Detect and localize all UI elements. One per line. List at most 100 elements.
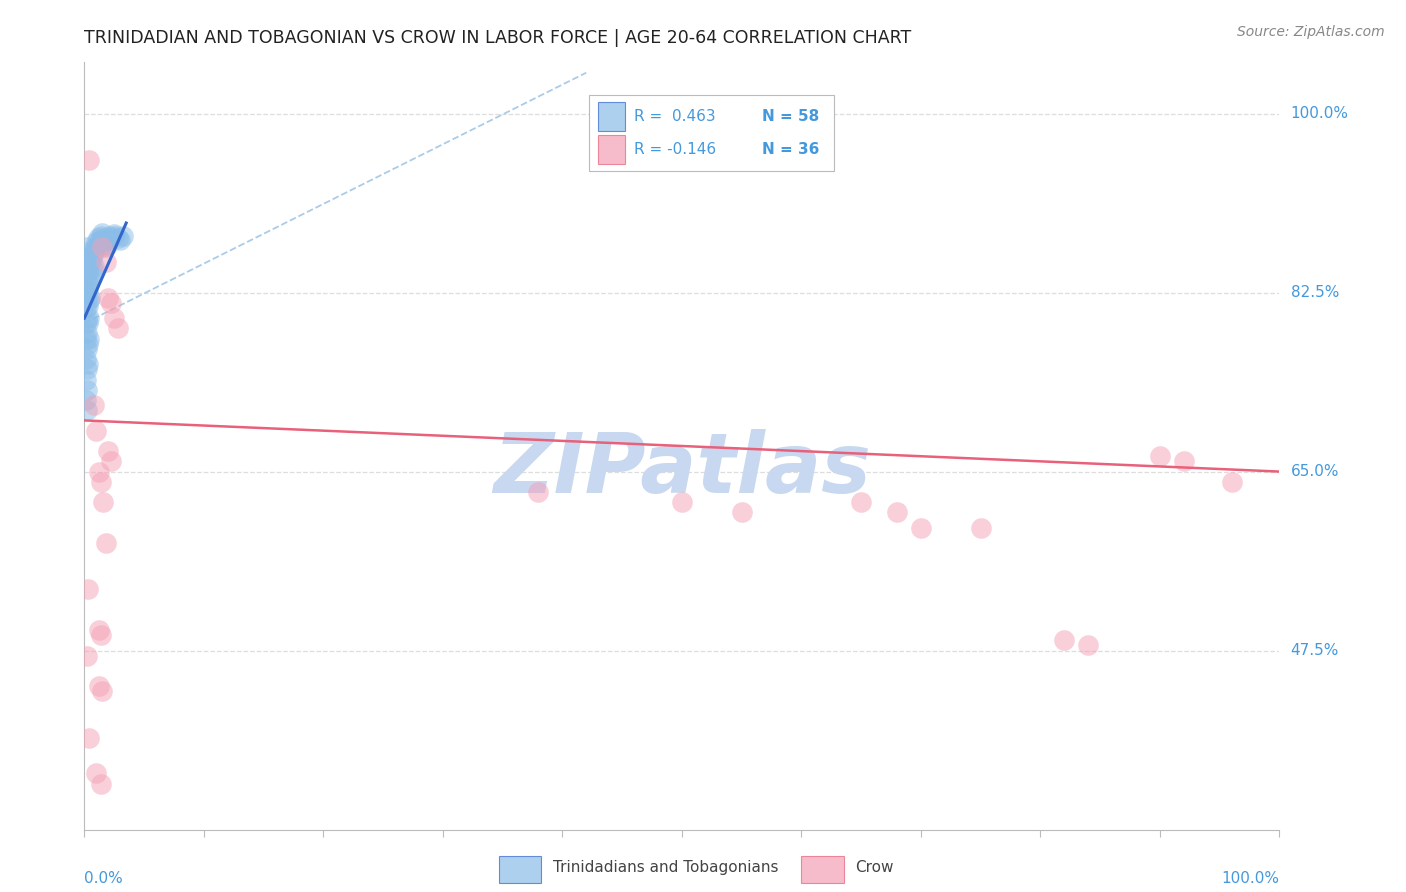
Point [87,235,110,249]
Text: 65.0%: 65.0% [1291,464,1339,479]
Point [77,293,100,307]
Point [97,444,120,458]
Point [100,295,122,310]
Point [731,506,754,520]
Point [93,231,115,245]
Point [886,506,908,520]
Point [111,229,134,244]
Point [851,495,873,509]
Point [103,227,125,242]
Point [75,332,97,346]
Point [76,326,98,341]
Point [97,234,120,248]
Point [77,311,100,326]
Point [86,766,108,780]
Point [77,316,100,330]
Text: 100.0%: 100.0% [1291,106,1348,121]
Point [96,237,118,252]
Point [86,231,108,245]
Point [79,255,101,269]
Point [84,239,107,253]
Text: Crow: Crow [855,860,893,874]
Point [77,336,100,351]
Point [80,268,103,283]
Point [77,357,100,371]
Point [76,383,98,397]
Point [93,235,115,249]
Point [80,252,103,266]
FancyBboxPatch shape [589,95,834,171]
Point [87,679,110,693]
Point [79,291,101,305]
Point [77,332,100,346]
Point [83,398,105,412]
Point [910,521,932,535]
Point [90,229,112,244]
Point [1053,633,1076,648]
Point [1220,475,1243,489]
Point [75,260,97,274]
Point [98,229,121,244]
Point [77,265,100,279]
Point [91,226,114,240]
Point [970,521,993,535]
Point [100,454,122,468]
Point [77,277,100,292]
Point [77,582,100,597]
Point [90,628,112,642]
Point [83,244,105,258]
Point [83,259,105,273]
Point [86,424,108,438]
Text: R =  0.463: R = 0.463 [634,109,716,124]
Point [77,299,100,313]
Text: 47.5%: 47.5% [1291,643,1339,658]
Point [75,285,97,300]
Text: 0.0%: 0.0% [84,871,124,887]
Point [76,291,98,305]
Text: N = 36: N = 36 [762,143,820,157]
Point [107,321,129,335]
Point [527,485,550,500]
Point [76,276,98,290]
Point [75,352,97,367]
Text: 82.5%: 82.5% [1291,285,1339,300]
Point [75,372,97,386]
Point [77,260,100,274]
Point [1149,449,1171,463]
Point [671,495,693,509]
Point [90,776,112,790]
Point [75,316,97,330]
Point [90,475,112,489]
Point [76,403,98,417]
Point [75,392,97,407]
Point [77,731,100,745]
Point [77,153,100,167]
Point [94,255,117,269]
Text: Source: ZipAtlas.com: Source: ZipAtlas.com [1237,25,1385,39]
Point [94,239,117,253]
Point [93,495,115,509]
Text: 100.0%: 100.0% [1222,871,1279,887]
Point [82,262,104,277]
Point [87,465,110,479]
Point [75,239,97,253]
Point [100,231,122,245]
Point [76,311,98,326]
Point [1173,454,1195,468]
Point [76,244,98,259]
Text: N = 58: N = 58 [762,109,820,124]
Point [76,648,98,663]
Point [91,684,114,698]
Point [91,239,114,253]
Point [75,301,97,315]
Text: R = -0.146: R = -0.146 [634,143,716,157]
Point [89,237,111,252]
Text: TRINIDADIAN AND TOBAGONIAN VS CROW IN LABOR FORCE | AGE 20-64 CORRELATION CHART: TRINIDADIAN AND TOBAGONIAN VS CROW IN LA… [84,29,911,47]
Text: Trinidadians and Tobagonians: Trinidadians and Tobagonians [553,860,778,874]
Point [97,291,120,305]
Text: ZIPatlas: ZIPatlas [494,428,870,509]
Point [86,235,108,250]
Point [110,234,132,248]
Point [82,248,104,262]
Point [94,536,117,550]
